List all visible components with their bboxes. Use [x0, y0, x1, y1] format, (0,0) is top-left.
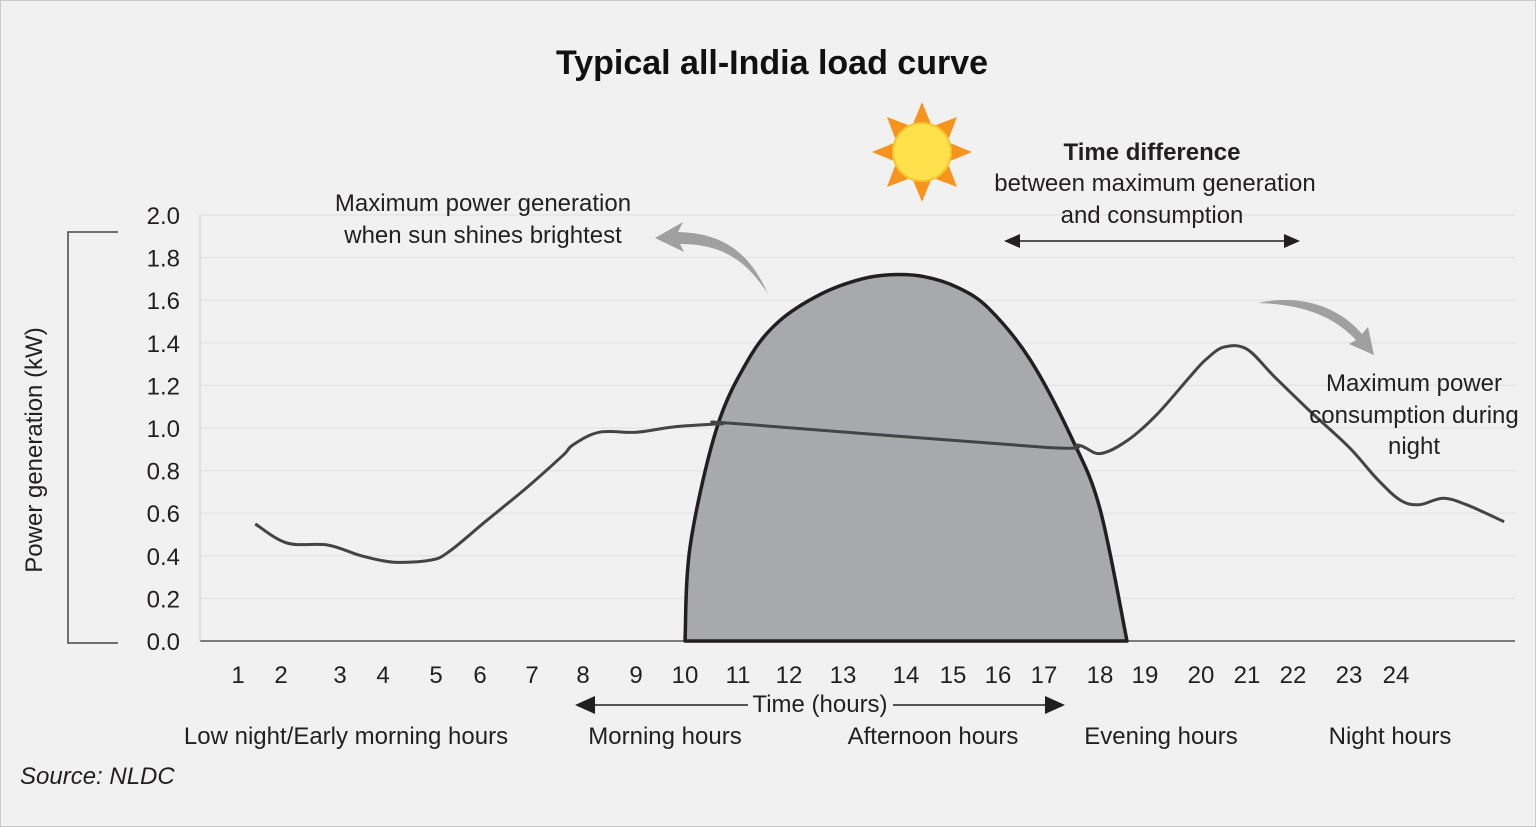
- x-tick-label: 13: [830, 662, 857, 689]
- y-tick-label: 0.0: [147, 629, 180, 656]
- period-label-early-morning: Low night/Early morning hours: [184, 723, 508, 750]
- x-tick-label: 12: [776, 662, 803, 689]
- x-tick-label: 8: [576, 662, 589, 689]
- x-tick-label: 17: [1031, 662, 1058, 689]
- max-consumption-label-line3: night: [1388, 433, 1440, 460]
- x-axis-label: Time (hours): [752, 691, 887, 718]
- x-tick-label: 6: [473, 662, 486, 689]
- max-consumption-label-line1: Maximum power: [1326, 370, 1502, 397]
- x-tick-label: 24: [1383, 662, 1410, 689]
- y-tick-labels: 0.0 0.2 0.4 0.6 0.8 1.0 1.2 1.4 1.6 1.8 2.0: [147, 203, 180, 656]
- y-tick-label: 0.4: [147, 544, 180, 571]
- x-tick-label: 5: [429, 662, 442, 689]
- y-tick-label: 1.0: [147, 416, 180, 443]
- time-difference-title: Time difference: [1064, 139, 1241, 166]
- y-tick-label: 1.4: [147, 331, 180, 358]
- curved-arrow-left-icon: [655, 222, 768, 294]
- x-tick-label: 23: [1336, 662, 1363, 689]
- x-axis-arrow-right-icon: [893, 696, 1065, 714]
- load-curve-line: [254, 344, 1505, 564]
- x-tick-label: 15: [940, 662, 967, 689]
- period-label-night: Night hours: [1329, 723, 1452, 750]
- period-label-morning: Morning hours: [588, 723, 741, 750]
- x-tick-label: 7: [525, 662, 538, 689]
- sun-icon: [872, 102, 972, 202]
- max-consumption-label-line2: consumption during: [1309, 402, 1518, 429]
- x-tick-label: 4: [376, 662, 389, 689]
- chart-title: Typical all-India load curve: [556, 44, 988, 82]
- solar-generation-area: [683, 272, 1129, 643]
- y-tick-label: 0.6: [147, 501, 180, 528]
- y-tick-label: 1.6: [147, 288, 180, 315]
- x-tick-label: 21: [1234, 662, 1261, 689]
- x-axis-arrow-left-icon: [575, 696, 748, 714]
- x-tick-label: 2: [274, 662, 287, 689]
- y-tick-label: 2.0: [147, 203, 180, 230]
- y-tick-label: 1.2: [147, 373, 180, 400]
- y-tick-label: 1.8: [147, 246, 180, 273]
- y-tick-label: 0.2: [147, 586, 180, 613]
- source-note: Source: NLDC: [20, 763, 175, 790]
- x-tick-label: 11: [726, 662, 751, 689]
- x-tick-label: 9: [629, 662, 642, 689]
- period-label-afternoon: Afternoon hours: [848, 723, 1019, 750]
- time-difference-body-line1: between maximum generation: [994, 170, 1316, 197]
- y-axis-bracket: [67, 231, 118, 644]
- x-tick-label: 20: [1188, 662, 1215, 689]
- x-tick-label: 18: [1087, 662, 1114, 689]
- time-difference-body-line2: and consumption: [1061, 202, 1244, 229]
- x-tick-label: 3: [333, 662, 346, 689]
- x-tick-label: 22: [1280, 662, 1307, 689]
- x-tick-label: 14: [893, 662, 920, 689]
- x-tick-labels: 1 2 3 4 5 6 7 8 9 10 11 12 13 14 15 16 17 18 19 20 21 22 23 24: [231, 662, 1409, 689]
- x-tick-label: 1: [231, 662, 244, 689]
- double-arrow-icon: [1004, 234, 1300, 248]
- max-generation-label-line2: when sun shines brightest: [343, 222, 622, 249]
- curved-arrow-down-icon: [1258, 300, 1374, 355]
- y-axis-label: Power generation (kW): [21, 327, 48, 572]
- x-tick-label: 10: [672, 662, 699, 689]
- x-tick-label: 19: [1132, 662, 1159, 689]
- period-label-evening: Evening hours: [1084, 723, 1237, 750]
- y-tick-label: 0.8: [147, 459, 180, 486]
- max-generation-label-line1: Maximum power generation: [335, 190, 631, 217]
- x-tick-label: 16: [985, 662, 1012, 689]
